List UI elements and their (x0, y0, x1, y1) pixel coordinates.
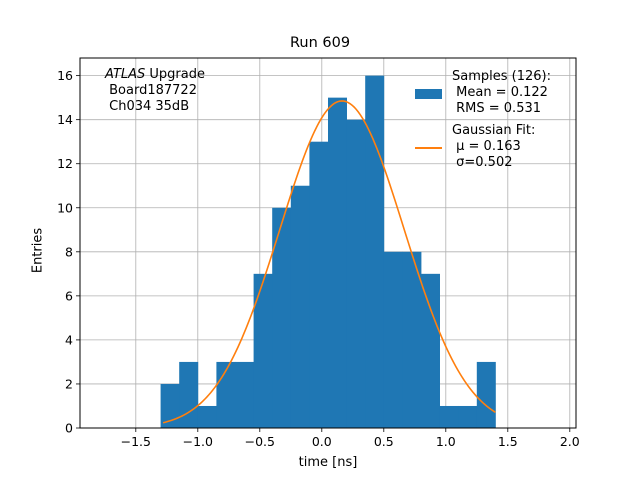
histogram-bar (439, 405, 459, 428)
legend-fit-sigma: σ=0.502 (452, 155, 513, 170)
legend-fit-title: Gaussian Fit: (452, 123, 536, 138)
histogram-bar (421, 273, 440, 428)
histogram-bar (402, 251, 422, 428)
plot-frame (79, 57, 577, 429)
y-tick-label: 6 (65, 288, 73, 303)
histogram-bar (346, 119, 366, 429)
x-tick-label: −1.0 (183, 434, 213, 449)
upgrade-label: Upgrade (145, 67, 205, 82)
histogram-bars (160, 75, 496, 429)
x-tick-label: −1.5 (121, 434, 151, 449)
legend-samples-mean: Mean = 0.122 (452, 85, 548, 100)
y-tick-label: 12 (57, 156, 73, 171)
y-tick-label: 4 (65, 332, 73, 347)
histogram-bar (160, 383, 180, 428)
x-tick-label: 1.0 (436, 434, 456, 449)
histogram-bar (365, 75, 385, 428)
legend-samples-entry: Samples (126): Mean = 0.122 RMS = 0.531 (452, 69, 551, 117)
histogram-bar (309, 141, 329, 428)
histogram-bar (458, 405, 478, 428)
x-axis-label: time [ns] (298, 455, 358, 470)
legend-samples-rms: RMS = 0.531 (452, 101, 542, 116)
histogram-bar (383, 251, 403, 428)
channel-label: Ch034 35dB (105, 99, 190, 114)
atlas-label: ATLAS (105, 67, 146, 82)
y-tick-label: 2 (65, 376, 73, 391)
histogram-bar (235, 361, 254, 428)
x-tick-label: 0.5 (374, 434, 394, 449)
legend-fit-mu: μ = 0.163 (452, 139, 521, 154)
legend-fit-line (415, 147, 442, 149)
legend-samples-title: Samples (126): (452, 69, 551, 84)
x-tick-label: −0.5 (245, 434, 275, 449)
fit-curve (162, 100, 496, 424)
legend-samples-patch (415, 89, 442, 99)
histogram-bar (328, 97, 347, 429)
histogram-bar (253, 273, 273, 428)
x-tick-label: 0.0 (312, 434, 332, 449)
y-tick-label: 16 (57, 68, 73, 83)
histogram-bar (179, 361, 199, 428)
chart-title: Run 609 (289, 35, 351, 51)
histogram-bar (476, 361, 496, 428)
x-tick-label: 1.5 (498, 434, 518, 449)
histogram-bar (197, 405, 217, 428)
histogram-bar (290, 185, 310, 428)
y-tick-label: 8 (65, 244, 73, 259)
histogram-bar (272, 207, 292, 428)
atlas-annotation: ATLAS Upgrade Board187722 Ch034 35dB (105, 67, 205, 115)
axis-ticks: −1.5 −1.0 −0.5 0.0 0.5 1.0 1.5 2.0 0 2 4 6 8 10 12 14 16 (57, 68, 580, 449)
y-tick-label: 14 (57, 112, 73, 127)
y-axis-label: Entries (30, 227, 46, 274)
board-label: Board187722 (105, 83, 197, 98)
x-tick-label: 2.0 (560, 434, 580, 449)
legend-fit-entry: Gaussian Fit: μ = 0.163 σ=0.502 (452, 123, 535, 171)
y-tick-label: 0 (65, 421, 73, 436)
gaussian-fit (162, 100, 496, 424)
y-tick-label: 10 (57, 200, 73, 215)
